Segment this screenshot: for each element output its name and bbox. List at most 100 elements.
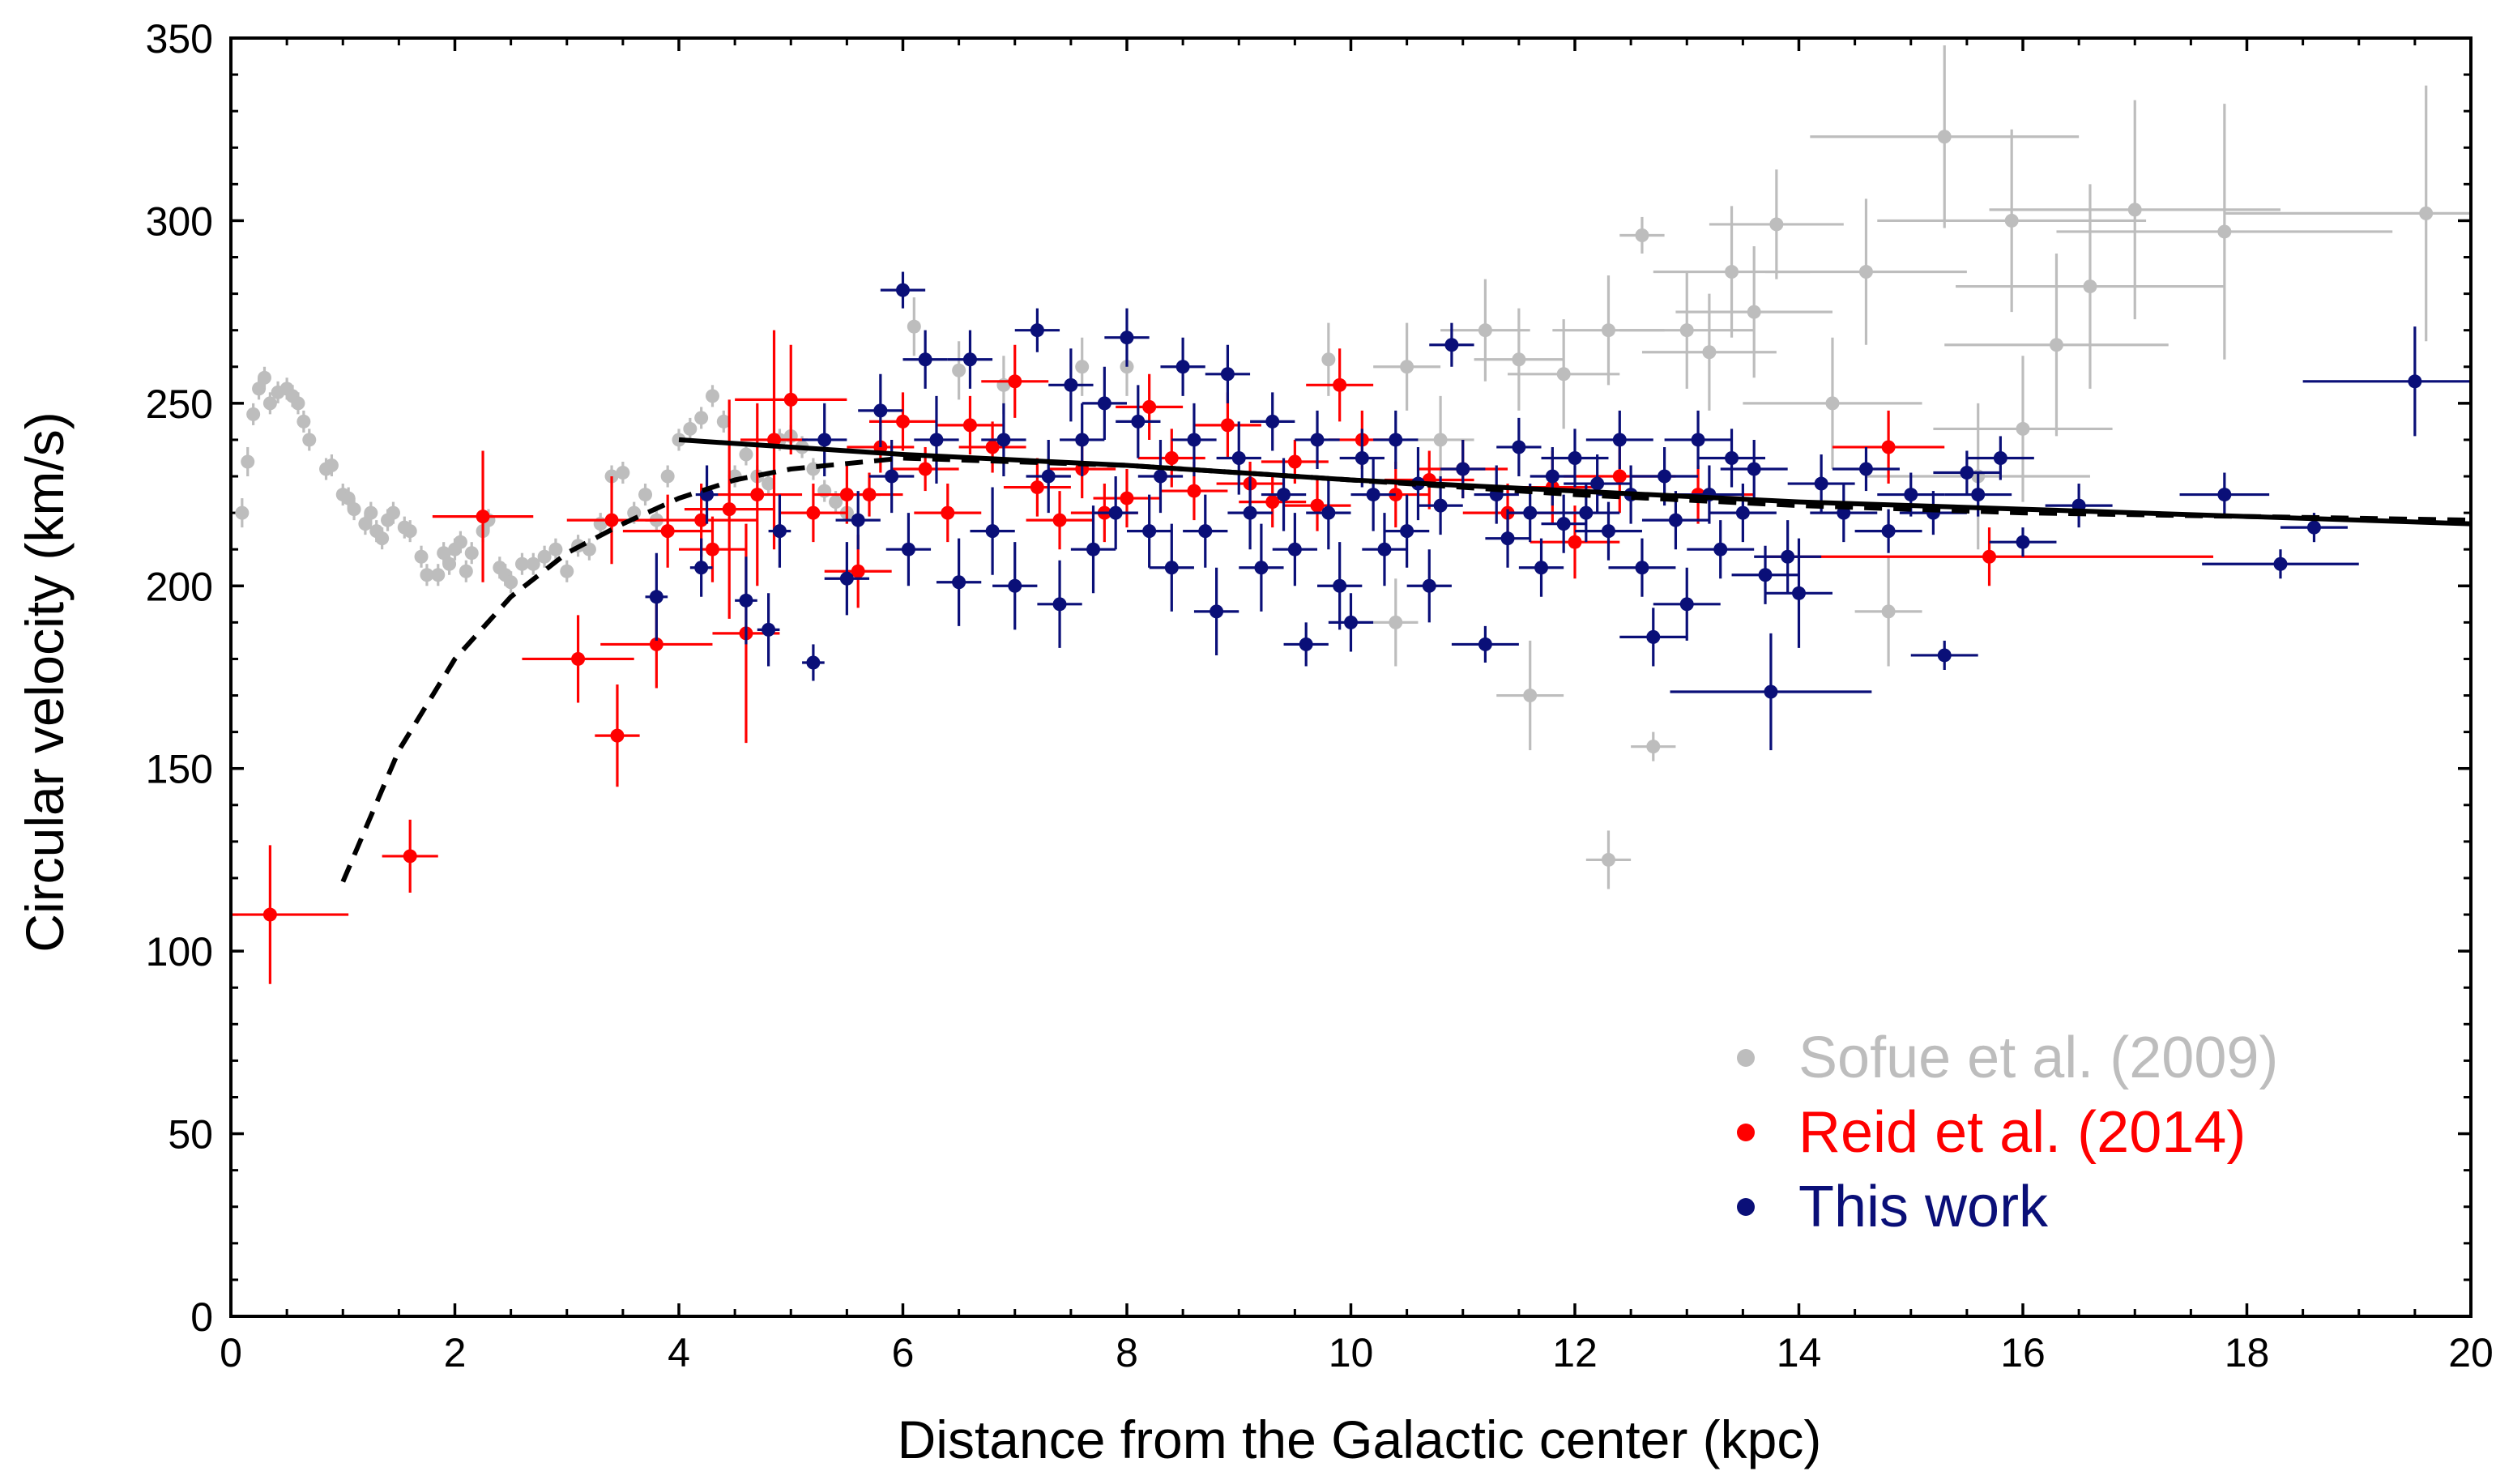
x-axis-title: Distance from the Galactic center (kpc) [898, 1409, 1822, 1469]
data-point [257, 370, 271, 385]
x-tick-label: 18 [2225, 1330, 2270, 1375]
data-point [1960, 466, 1974, 480]
y-axis-title: Circular velocity (km/s) [15, 412, 75, 952]
data-point [1612, 433, 1627, 447]
data-point [431, 568, 446, 582]
x-tick-label: 0 [220, 1330, 242, 1375]
data-point [2083, 279, 2097, 294]
data-point [918, 352, 932, 367]
data-point [1937, 130, 1952, 144]
data-point [1389, 433, 1403, 447]
data-point [762, 622, 776, 637]
data-point [1579, 505, 1594, 520]
data-point [437, 546, 451, 561]
data-point [1568, 535, 1582, 549]
data-point [1781, 549, 1795, 564]
data-point [1635, 228, 1649, 242]
data-point [772, 524, 787, 539]
legend-label-sofue: Sofue et al. (2009) [1798, 1026, 2278, 1090]
data-point [2016, 421, 2030, 436]
data-point [767, 433, 782, 447]
data-point [514, 556, 529, 571]
data-point [560, 564, 574, 578]
data-point [2016, 535, 2030, 549]
data-point [1814, 476, 1828, 491]
data-point [1747, 305, 1761, 319]
data-point [862, 488, 877, 502]
data-point [1590, 476, 1605, 491]
data-point [1187, 433, 1201, 447]
data-point [1858, 265, 1873, 279]
data-point [241, 454, 255, 469]
data-point [1725, 450, 1739, 465]
data-point [1400, 524, 1414, 539]
data-point [262, 907, 277, 922]
data-point [929, 433, 944, 447]
data-point [442, 556, 457, 571]
data-point [1556, 517, 1571, 531]
x-tick-label: 20 [2448, 1330, 2494, 1375]
data-point [694, 513, 709, 527]
data-point [962, 352, 977, 367]
data-point [885, 469, 899, 484]
data-point [1164, 450, 1179, 465]
data-point [548, 542, 563, 556]
data-point [1881, 604, 1896, 619]
data-point [1713, 542, 1728, 556]
data-point [1052, 597, 1067, 612]
data-point [649, 637, 663, 651]
data-point [604, 513, 619, 527]
data-point [2419, 206, 2434, 220]
data-point [638, 488, 653, 502]
data-point [504, 575, 518, 590]
data-point [291, 396, 305, 411]
data-point [722, 502, 736, 517]
data-point [901, 542, 915, 556]
data-point [1299, 637, 1313, 651]
data-point [324, 458, 339, 473]
data-point [403, 849, 417, 864]
data-point [1433, 433, 1448, 447]
data-point [1646, 740, 1661, 754]
data-point [1310, 498, 1325, 513]
data-point [1725, 265, 1739, 279]
data-point [1679, 323, 1694, 338]
legend-marker-this-work [1737, 1198, 1755, 1216]
data-point [705, 542, 719, 556]
data-point [739, 593, 753, 608]
data-point [694, 561, 709, 575]
data-point [1825, 396, 1840, 411]
data-point [235, 505, 250, 520]
data-point [364, 505, 378, 520]
data-point [817, 433, 832, 447]
data-point [1142, 524, 1157, 539]
data-point [1254, 561, 1269, 575]
data-point [1321, 505, 1336, 520]
data-point [1601, 852, 1615, 867]
data-point [2306, 520, 2321, 535]
data-point [1220, 367, 1235, 382]
data-point [1377, 542, 1392, 556]
data-point [1658, 469, 1672, 484]
data-point [1097, 396, 1111, 411]
data-point [739, 447, 753, 462]
data-point [1231, 450, 1246, 465]
data-point [918, 462, 932, 476]
data-point [896, 283, 910, 297]
data-point [952, 363, 966, 377]
data-point [806, 655, 821, 670]
data-point [996, 433, 1011, 447]
data-point [1635, 561, 1649, 575]
data-point [1008, 374, 1022, 389]
x-tick-label: 6 [892, 1330, 915, 1375]
data-point [1265, 495, 1280, 510]
data-point [1030, 480, 1044, 495]
data-point [1220, 418, 1235, 433]
data-point [1287, 542, 1302, 556]
data-point [1433, 498, 1448, 513]
data-point [683, 421, 698, 436]
data-point [1702, 345, 1717, 360]
data-point [1534, 561, 1549, 575]
